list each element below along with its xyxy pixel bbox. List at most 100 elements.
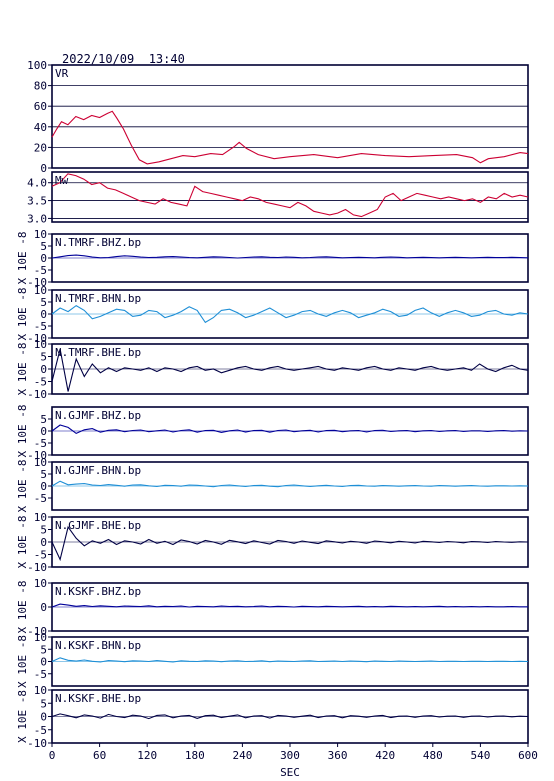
x-tick-label: 240	[232, 749, 252, 762]
trace-VR	[51, 110, 529, 165]
y-tick-label: 0	[40, 601, 47, 614]
panel-N.KSKF.BHZ.bp: 10 0 -10 N.KSKF.BHZ.bp X 10E -8	[16, 577, 529, 638]
y-unit-label: X 10E -8	[16, 405, 29, 458]
x-tick-label: 600	[518, 749, 538, 762]
y-tick-label: 0	[40, 480, 47, 493]
y-tick-label: 10	[34, 338, 47, 351]
y-tick-label: 5	[40, 524, 47, 537]
panel-label: N.KSKF.BHZ.bp	[55, 585, 141, 598]
x-tick-label: 420	[375, 749, 395, 762]
y-tick-label: -10	[27, 449, 47, 462]
y-tick-label: 0	[40, 363, 47, 376]
y-tick-label: 10	[34, 228, 47, 241]
y-tick-label: 10	[34, 684, 47, 697]
y-tick-label: 5	[40, 413, 47, 426]
y-tick-label: 3.5	[27, 195, 47, 208]
y-tick-label: 10	[34, 511, 47, 524]
panel-frame	[51, 171, 529, 223]
y-tick-label: -5	[34, 376, 47, 389]
y-tick-label: -5	[34, 549, 47, 562]
y-tick-label: -5	[34, 492, 47, 505]
y-tick-label: 5	[40, 240, 47, 253]
trace-N.KSKF.BHZ.bp	[51, 603, 528, 608]
y-tick-label: -5	[34, 320, 47, 333]
y-tick-label: 20	[34, 141, 47, 154]
panel-label: N.TMRF.BHE.bp	[55, 346, 141, 359]
y-tick-label: -5	[34, 724, 47, 737]
y-unit-label: X 10E -8	[16, 635, 29, 688]
y-tick-label: 10	[34, 456, 47, 469]
y-tick-label: -10	[27, 276, 47, 289]
panel-label: N.KSKF.BHE.bp	[55, 692, 141, 705]
y-tick-label: 10	[34, 577, 47, 590]
y-tick-label: -10	[27, 737, 47, 750]
y-tick-label: 5	[40, 697, 47, 710]
y-unit-label: X 10E -8	[16, 288, 29, 341]
y-tick-label: -5	[34, 437, 47, 450]
panel-Mw: 3.0 3.5 4.0 Mw	[27, 171, 529, 225]
x-tick-label: 300	[280, 749, 300, 762]
x-axis: 0 60 120 180 240 300 360 420 480 540 600	[49, 743, 538, 762]
y-tick-label: 3.0	[27, 212, 47, 225]
x-tick-label: 360	[328, 749, 348, 762]
y-tick-label: 0	[40, 536, 47, 549]
y-tick-label: 10	[34, 284, 47, 297]
y-tick-label: -5	[34, 264, 47, 277]
y-tick-label: -5	[34, 668, 47, 681]
y-tick-label: 60	[34, 100, 47, 113]
panel-label: VR	[55, 67, 69, 80]
y-tick-label: 0	[40, 656, 47, 669]
panel-N.GJMF.BHZ.bp: 50-5-10 N.GJMF.BHZ.bp X 10E -8	[16, 405, 529, 462]
y-unit-label: X 10E -8	[16, 460, 29, 513]
y-tick-label: 100	[27, 59, 47, 72]
panel-label: N.KSKF.BHN.bp	[55, 639, 141, 652]
y-tick-label: 5	[40, 351, 47, 364]
panel-label: N.TMRF.BHN.bp	[55, 292, 141, 305]
y-unit-label: X 10E -8	[16, 581, 29, 634]
y-tick-label: 0	[40, 425, 47, 438]
panel-label: N.GJMF.BHE.bp	[55, 519, 141, 532]
y-tick-label: 5	[40, 643, 47, 656]
x-tick-label: 480	[423, 749, 443, 762]
x-tick-label: 120	[137, 749, 157, 762]
panel-label: Mw	[55, 174, 69, 187]
y-tick-label: -10	[27, 332, 47, 345]
x-tick-label: 0	[49, 749, 56, 762]
y-unit-label: X 10E -8	[16, 690, 29, 743]
y-tick-label: 0	[40, 711, 47, 724]
y-tick-label: -10	[27, 388, 47, 401]
panel-VR: 0 20 40 60 80 100 VR	[27, 59, 529, 175]
y-tick-label: -10	[27, 625, 47, 638]
x-tick-label: 60	[93, 749, 106, 762]
y-tick-label: 5	[40, 468, 47, 481]
trace-N.GJMF.BHZ.bp	[51, 424, 529, 435]
timestamp: 2022/10/09 13:40	[62, 52, 185, 66]
y-tick-label: 0	[40, 308, 47, 321]
x-tick-label: 540	[470, 749, 490, 762]
x-tick-label: 180	[185, 749, 205, 762]
y-unit-label: X 10E -8	[16, 516, 29, 569]
panel-frame	[51, 64, 529, 169]
trace-N.TMRF.BHZ.bp	[51, 254, 529, 259]
trace-N.TMRF.BHN.bp	[51, 304, 529, 324]
y-tick-label: 0	[40, 162, 47, 175]
y-tick-label: 40	[34, 121, 47, 134]
x-axis-label: SEC	[280, 766, 300, 779]
y-tick-label: 4.0	[27, 177, 47, 190]
y-tick-label: 5	[40, 296, 47, 309]
trace-Mw	[51, 173, 529, 218]
y-tick-label: 0	[40, 252, 47, 265]
panel-label: N.GJMF.BHN.bp	[55, 464, 141, 477]
y-unit-label: X 10E -8	[16, 343, 29, 396]
panel-label: N.GJMF.BHZ.bp	[55, 409, 141, 422]
y-tick-label: 80	[34, 80, 47, 93]
